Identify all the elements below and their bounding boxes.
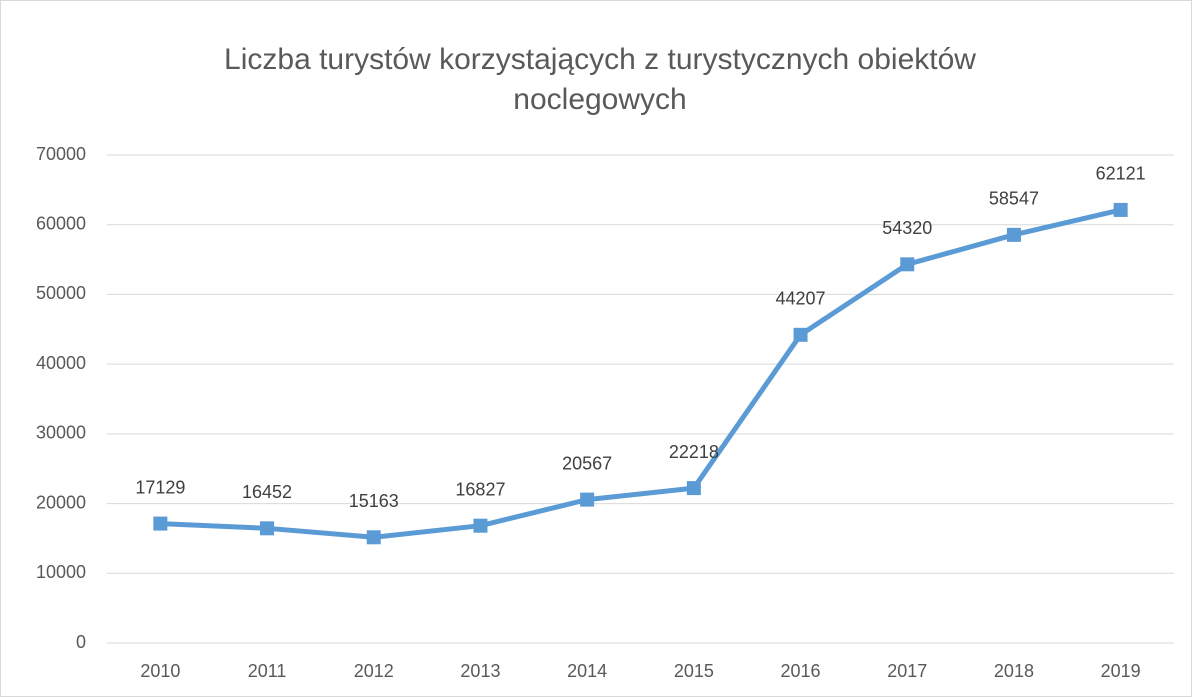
data-label: 16827: [455, 479, 505, 499]
x-tick-label: 2016: [781, 661, 821, 681]
data-label: 20567: [562, 453, 612, 473]
chart-title: Liczba turystów korzystających z turysty…: [224, 43, 976, 116]
data-label: 54320: [882, 218, 932, 238]
y-tick-label: 40000: [36, 353, 86, 373]
x-tick-label: 2017: [887, 661, 927, 681]
x-tick-label: 2019: [1101, 661, 1141, 681]
data-label: 17129: [135, 477, 185, 497]
y-tick-label: 0: [76, 632, 86, 652]
data-label: 22218: [669, 442, 719, 462]
y-tick-label: 20000: [36, 492, 86, 512]
marker: [260, 521, 275, 536]
marker: [1006, 227, 1021, 242]
y-tick-label: 30000: [36, 423, 86, 443]
x-tick-label: 2010: [140, 661, 180, 681]
data-label: 44207: [776, 289, 826, 309]
x-tick-label: 2015: [674, 661, 714, 681]
marker: [153, 516, 168, 531]
x-tick-label: 2012: [354, 661, 394, 681]
y-tick-label: 10000: [36, 562, 86, 582]
data-label: 16452: [242, 482, 292, 502]
marker: [580, 492, 595, 507]
data-label: 15163: [349, 491, 399, 511]
y-tick-label: 70000: [36, 144, 86, 164]
y-tick-label: 50000: [36, 283, 86, 303]
marker: [366, 530, 381, 545]
y-tick-label: 60000: [36, 213, 86, 233]
data-label: 58547: [989, 189, 1039, 209]
x-tick-label: 2013: [460, 661, 500, 681]
x-tick-label: 2014: [567, 661, 607, 681]
x-tick-label: 2011: [248, 661, 287, 681]
line: [160, 207, 1122, 540]
marker: [686, 481, 701, 496]
marker: [1113, 202, 1128, 217]
marker: [793, 327, 808, 342]
marker: [900, 257, 915, 272]
x-tick-label: 2018: [994, 661, 1034, 681]
data-label: 62121: [1096, 164, 1146, 184]
marker: [473, 518, 488, 533]
